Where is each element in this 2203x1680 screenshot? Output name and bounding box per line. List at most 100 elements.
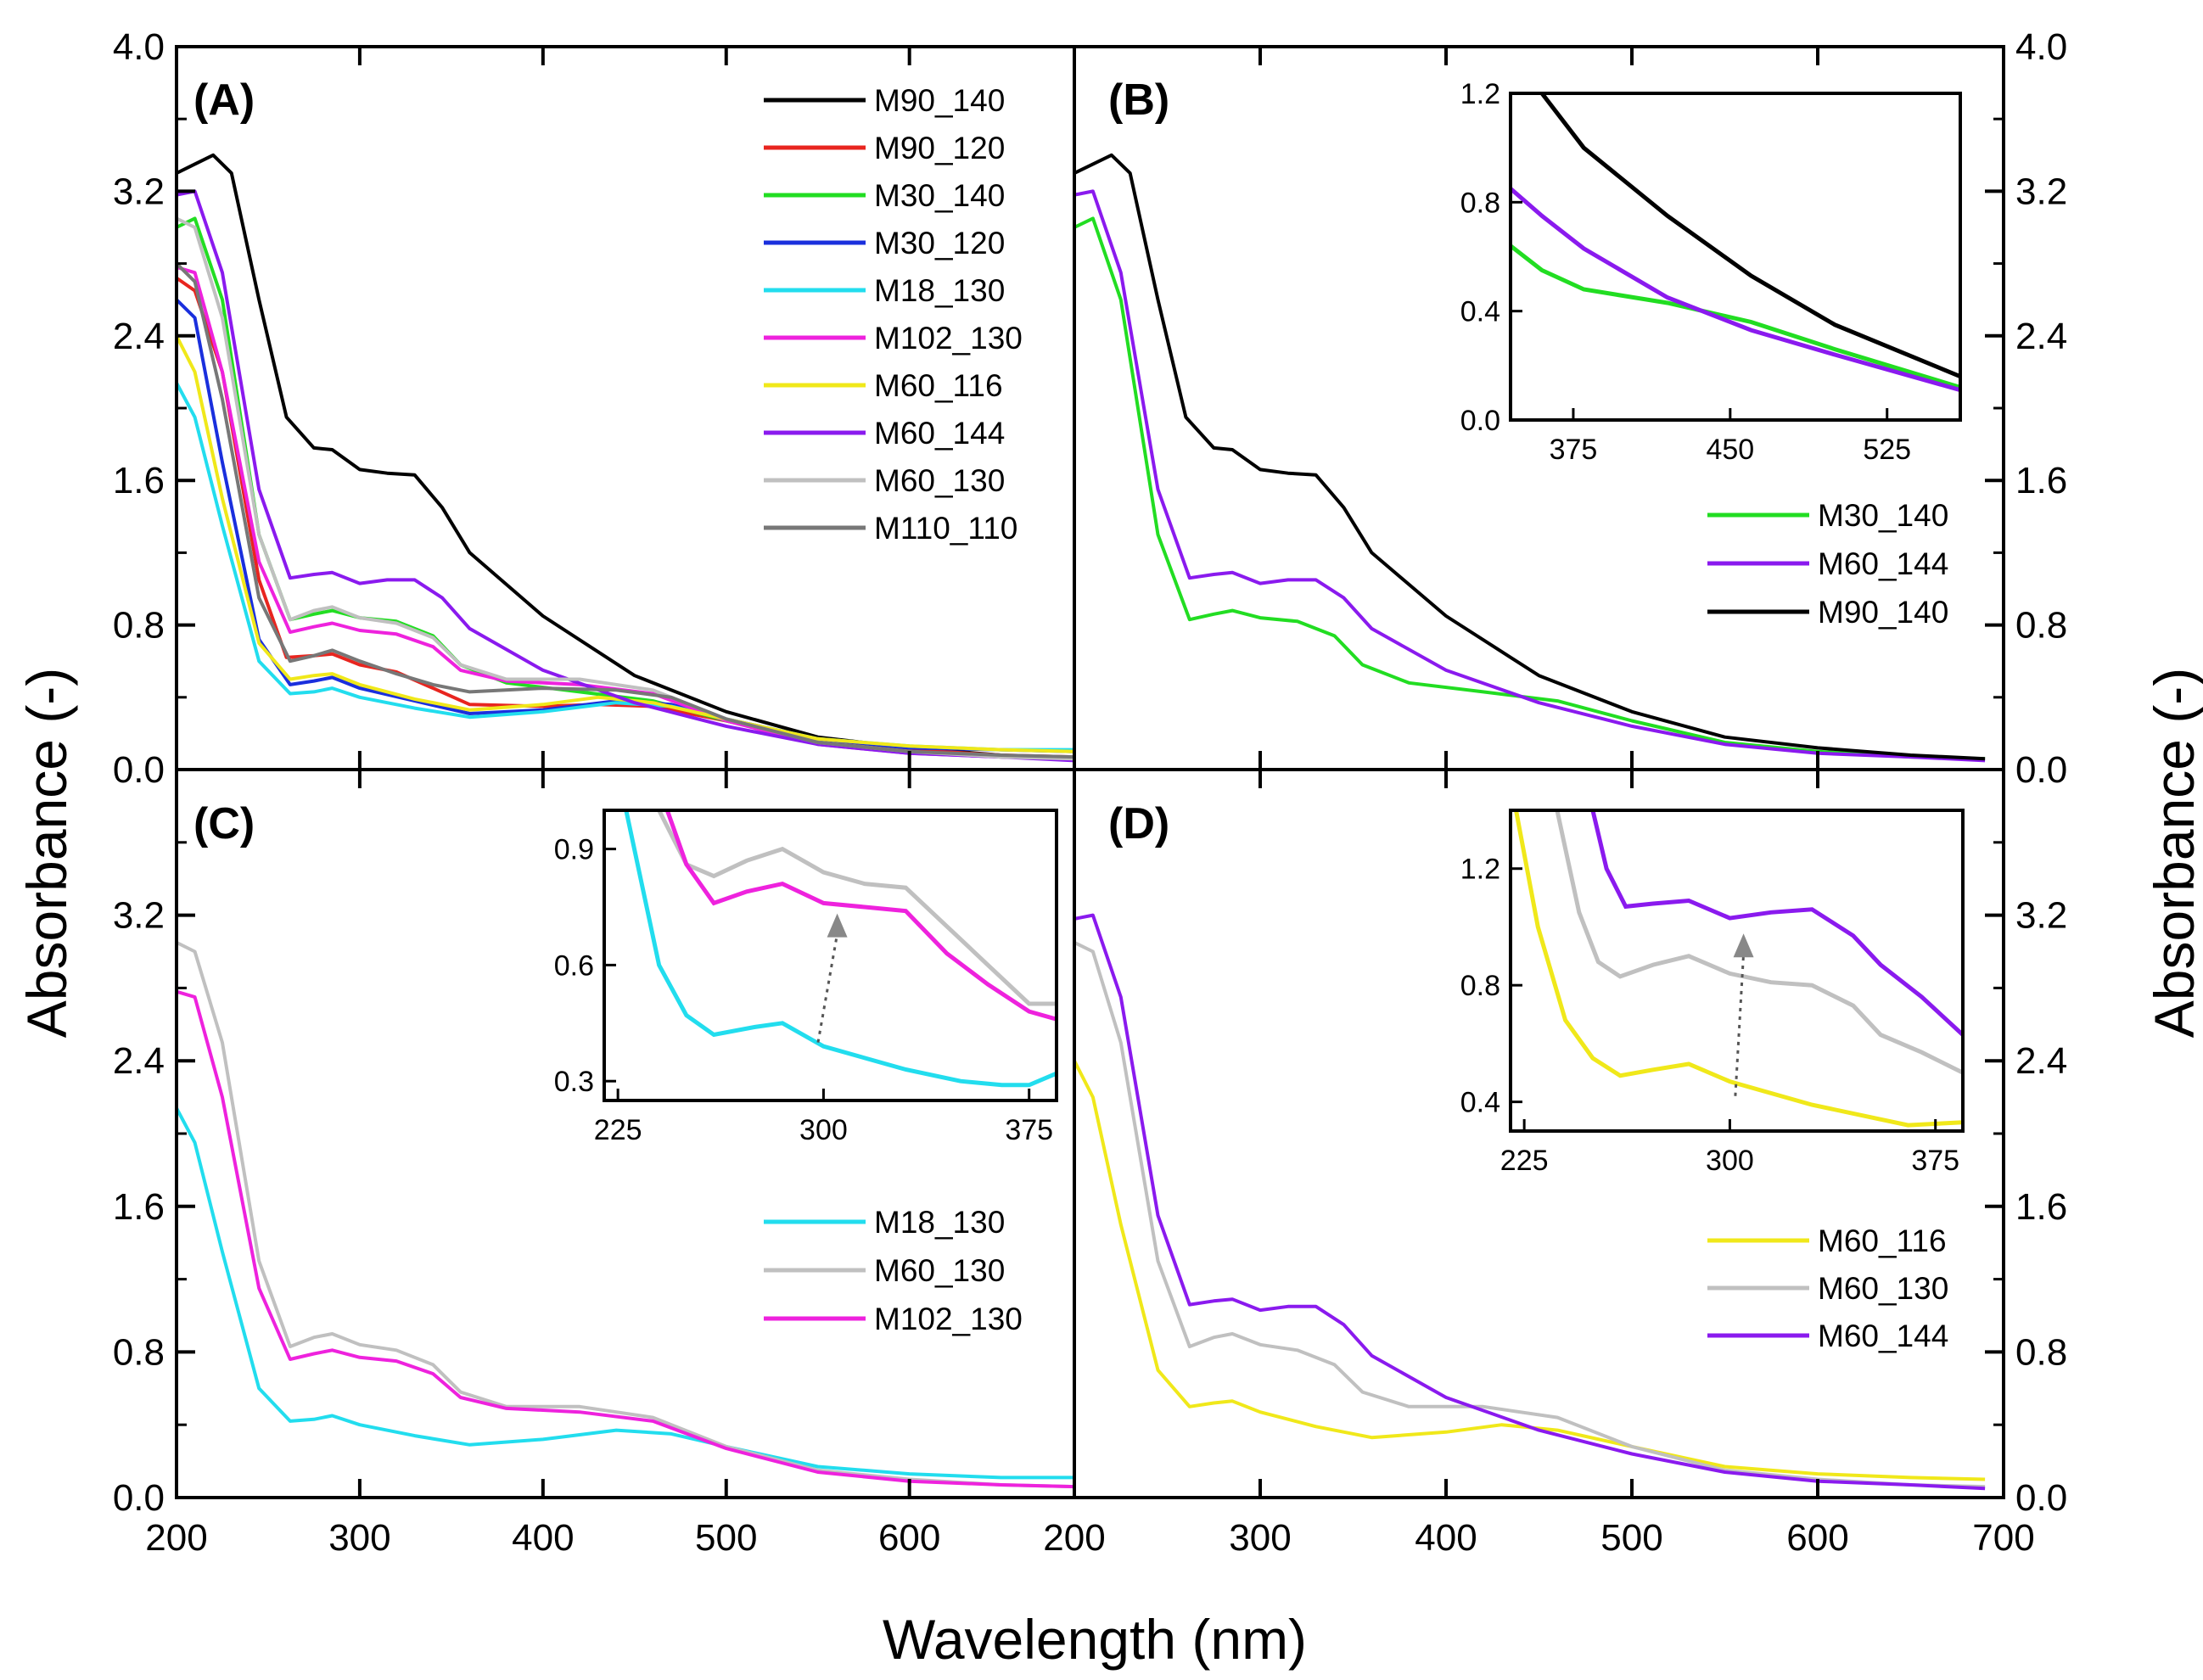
- legend-entry-M60_144: M60_144: [874, 416, 1005, 451]
- inset-frame: [603, 809, 1058, 1102]
- inset-B: 0.0 0.4 0.8 1.2 375 450 525: [1460, 78, 1962, 466]
- inset-x-tick-label: 300: [799, 1114, 848, 1146]
- y-tick-label: 0.0: [2015, 749, 2067, 791]
- inset-line-M60_130: [1555, 810, 1963, 1075]
- panel-label: (B): [1108, 76, 1169, 125]
- series-line-M30_140: [1074, 216, 1986, 761]
- inset-y-tick-label: 0.9: [554, 834, 594, 866]
- inset-y-tick-label: 0.4: [1460, 1087, 1500, 1119]
- legend-entry-M90_140: M90_140: [874, 83, 1005, 118]
- inset-line-M102_130: [664, 810, 1057, 1022]
- inset-frame: [1509, 809, 1965, 1133]
- legend-entry-M60_144: M60_144: [1818, 546, 1948, 581]
- legend-entry-M18_130: M18_130: [874, 1205, 1005, 1240]
- inset-x-tick-label: 375: [1550, 434, 1598, 466]
- series-line-M60_116: [177, 334, 1074, 753]
- inset-y-tick-label: 0.8: [1460, 187, 1500, 219]
- inset-D: 0.4 0.8 1.2 225 300 375: [1460, 809, 1965, 1177]
- y-tick-label: 2.4: [2015, 316, 2067, 357]
- shift-arrow-head: [827, 913, 848, 938]
- x-tick-label: 300: [328, 1517, 390, 1559]
- y-tick-label: 0.8: [2015, 605, 2067, 647]
- x-tick-label: 500: [695, 1517, 757, 1559]
- legend-entry-M102_130: M102_130: [874, 321, 1023, 356]
- inset-y-tick-label: 1.2: [1460, 78, 1500, 110]
- y-tick-label: 0.8: [113, 1331, 165, 1373]
- series-line-M60_130: [1074, 941, 1986, 1489]
- panel-C: (C) 0.0 0.8 1.6 2.4 3.2 200 300 400 500 600 M18_130…: [113, 768, 1076, 1559]
- inset-line-M30_140: [1511, 244, 1960, 389]
- y-tick-label: 0.8: [113, 605, 165, 647]
- legend-entry-M60_144: M60_144: [1818, 1319, 1948, 1353]
- x-tick-label: 700: [1972, 1517, 2034, 1559]
- panel-D: (D) 0.0 0.8 1.6 2.4 3.2 200 300 400 500 600 700 M60_…: [1043, 768, 2067, 1559]
- y-tick-label: 0.0: [113, 749, 165, 791]
- inset-line-M18_130: [624, 810, 1057, 1088]
- inset-line-M60_144: [1511, 187, 1960, 393]
- x-tick-label: 400: [512, 1517, 574, 1559]
- series-line-M60_144: [1074, 913, 1986, 1491]
- y-tick-label: 1.6: [113, 1186, 165, 1228]
- shift-arrow-line: [1734, 954, 1746, 1096]
- inset-frame: [1509, 92, 1962, 422]
- x-tick-label: 200: [145, 1517, 207, 1559]
- legend-entry-M18_130: M18_130: [874, 273, 1005, 308]
- y-tick-label: 0.0: [2015, 1477, 2067, 1519]
- y-tick-label: 2.4: [2015, 1040, 2067, 1082]
- y-tick-label: 4.0: [113, 26, 165, 68]
- legend-entry-M60_116: M60_116: [874, 368, 1003, 403]
- inset-line-M60_130: [657, 810, 1057, 1006]
- x-axis-label: Wavelength (nm): [883, 1608, 1307, 1671]
- y-tick-label: 2.4: [113, 316, 165, 357]
- inset-y-tick-label: 0.3: [554, 1066, 594, 1098]
- y-tick-label: 1.6: [113, 460, 165, 501]
- series-line-M90_140: [1074, 153, 1986, 761]
- panel-label: (C): [193, 799, 255, 848]
- series-line-M110_110: [177, 262, 1074, 759]
- panel-A: (A) 0.0 0.8 1.6 2.4 3.2 4.0 M90_140 M90_120 M30_1…: [113, 26, 1076, 791]
- series-line-M18_130: [177, 1107, 1074, 1480]
- legend-entry-M60_130: M60_130: [874, 1253, 1005, 1288]
- legend-entry-M60_116: M60_116: [1818, 1224, 1947, 1258]
- inset-line-M90_140: [1539, 93, 1960, 379]
- legend-entry-M102_130: M102_130: [874, 1302, 1023, 1336]
- legend-entry-M30_120: M30_120: [874, 226, 1005, 260]
- panel-label: (D): [1108, 799, 1169, 848]
- inset-y-tick-label: 0.4: [1460, 296, 1500, 328]
- series-line-M90_140: [177, 153, 1074, 761]
- inset-x-tick-label: 300: [1706, 1145, 1754, 1177]
- inset-x-tick-label: 525: [1863, 434, 1911, 466]
- inset-y-tick-label: 0.6: [554, 949, 594, 982]
- y-tick-label: 4.0: [2015, 26, 2067, 68]
- inset-x-tick-label: 375: [1005, 1114, 1053, 1146]
- x-tick-label: 600: [878, 1517, 940, 1559]
- inset-x-tick-label: 375: [1911, 1145, 1959, 1177]
- x-tick-label: 600: [1786, 1517, 1848, 1559]
- inset-y-tick-label: 0.8: [1460, 970, 1500, 1002]
- panel-B: (B) 0.0 0.8 1.6 2.4 3.2 4.0 M30_140 M60_144 M90_1…: [1073, 26, 2067, 791]
- y-tick-label: 3.2: [113, 895, 165, 937]
- y-tick-label: 3.2: [2015, 171, 2067, 212]
- shift-arrow-head: [1733, 933, 1754, 958]
- inset-line-M60_116: [1514, 810, 1963, 1128]
- inset-y-tick-label: 0.0: [1460, 405, 1500, 437]
- y-tick-label: 0.0: [113, 1477, 165, 1519]
- shift-arrow-line: [816, 933, 839, 1043]
- legend-entry-M60_130: M60_130: [1818, 1271, 1948, 1306]
- y-tick-label: 3.2: [2015, 895, 2067, 937]
- series-line-M60_130: [177, 941, 1074, 1489]
- legend-entry-M30_140: M30_140: [1818, 498, 1948, 533]
- y-tick-label: 3.2: [113, 171, 165, 212]
- series-line-M60_144: [1074, 189, 1986, 763]
- y-tick-label: 1.6: [2015, 460, 2067, 501]
- y-axis-label-right: Absorbance (-): [2143, 668, 2203, 1039]
- inset-C: 0.3 0.6 0.9 225 300 375: [554, 809, 1058, 1146]
- inset-x-tick-label: 225: [594, 1114, 642, 1146]
- panel-label: (A): [193, 76, 255, 125]
- inset-line-M60_144: [1590, 810, 1963, 1037]
- legend-entry-M110_110: M110_110: [874, 511, 1017, 546]
- legend-entry-M90_140: M90_140: [1818, 595, 1948, 630]
- inset-x-tick-label: 450: [1706, 434, 1754, 466]
- x-tick-label: 200: [1043, 1517, 1105, 1559]
